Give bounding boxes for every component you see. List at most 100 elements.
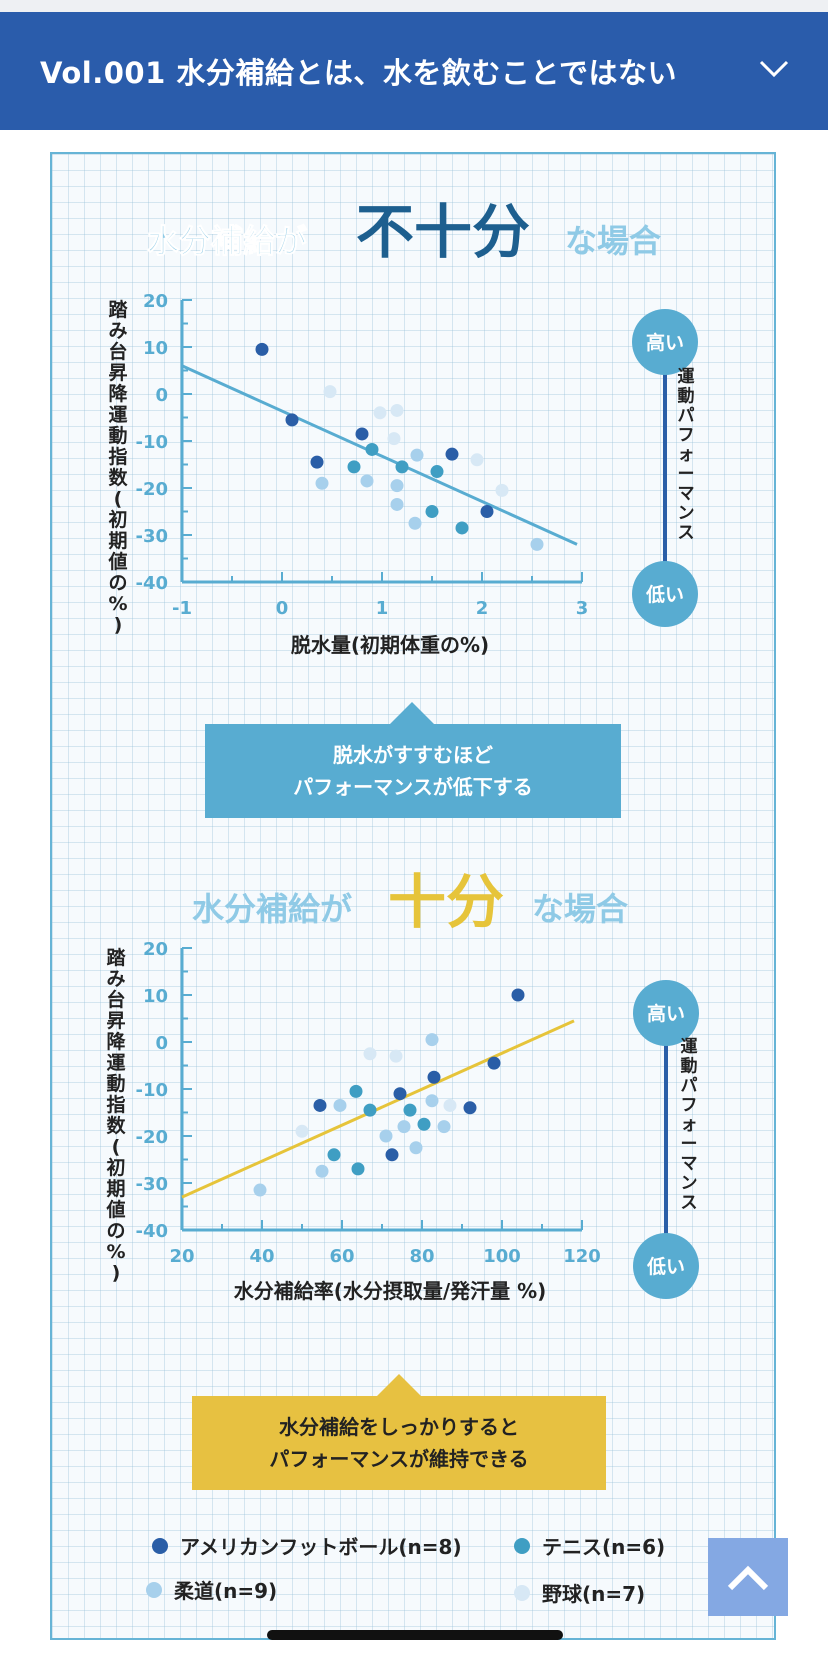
data-point	[430, 465, 444, 479]
x-tick-label: 2	[476, 598, 489, 619]
x-tick-label: 3	[576, 598, 589, 619]
data-point	[480, 505, 494, 518]
data-point	[463, 1101, 477, 1115]
data-point	[347, 460, 361, 474]
scroll-to-top-button[interactable]	[708, 1538, 788, 1616]
data-point	[379, 1129, 393, 1143]
data-point	[323, 385, 337, 399]
scale-low-label: 低い	[645, 583, 684, 606]
data-point	[425, 1094, 439, 1108]
section-title-post: な場合	[532, 890, 628, 928]
y-axis-label: 踏み台昇降運動指数(初期値の%)	[107, 299, 128, 636]
y-tick-label: 0	[155, 1033, 168, 1054]
y-tick-label: -40	[135, 573, 168, 594]
data-point	[363, 1047, 377, 1061]
data-point	[373, 406, 387, 420]
y-tick-label: -10	[135, 432, 168, 453]
scale-high-badge	[633, 980, 699, 1046]
legend-item: 柔道(n=9)	[146, 1575, 277, 1604]
home-indicator	[267, 1630, 563, 1640]
x-tick-label: 1	[376, 598, 389, 619]
data-point	[437, 1120, 451, 1134]
data-point	[295, 1124, 309, 1138]
scale-high-badge	[632, 309, 698, 375]
scale-low-badge	[633, 1233, 699, 1299]
legend-dot	[152, 1537, 168, 1554]
section-title-pre: 水分補給が	[192, 890, 352, 928]
data-point	[310, 455, 324, 469]
scale-high-label: 高い	[647, 1002, 685, 1025]
data-point	[315, 476, 329, 490]
y-tick-label: -10	[135, 1080, 168, 1101]
data-point	[360, 474, 374, 488]
page-title: Vol.001 水分補給とは、水を飲むことではない	[40, 56, 677, 90]
chevron-down-icon[interactable]	[758, 52, 790, 84]
data-point	[387, 432, 401, 446]
y-tick-label: -20	[135, 1127, 168, 1148]
x-axis-label: 水分補給率(水分摂取量/発汗量 %)	[234, 1279, 547, 1303]
scale-low-badge	[632, 561, 698, 627]
data-point	[390, 497, 404, 511]
data-point	[255, 342, 269, 356]
legend-item: テニス(n=6)	[514, 1531, 665, 1560]
callout-line: パフォーマンスが低下する	[293, 775, 533, 799]
data-point	[425, 505, 439, 518]
conclusion-callout: 脱水がすすむほど パフォーマンスが低下する	[205, 702, 621, 818]
data-point	[253, 1183, 267, 1197]
page-header[interactable]: Vol.001 水分補給とは、水を飲むことではない	[0, 12, 828, 130]
x-tick-label: 120	[563, 1246, 601, 1267]
chevron-up-icon	[727, 1565, 769, 1591]
y-tick-label: 20	[143, 291, 168, 312]
data-point	[395, 460, 409, 474]
x-axis-label: 脱水量(初期体重の%)	[291, 633, 489, 657]
data-point	[417, 1117, 431, 1131]
data-point	[443, 1098, 457, 1112]
data-point	[365, 442, 379, 456]
data-point	[445, 447, 459, 461]
callout-line: 水分補給をしっかりすると	[279, 1415, 519, 1439]
data-point	[390, 479, 404, 493]
trend-line	[181, 364, 578, 546]
section-title-emph: 不十分	[356, 198, 530, 266]
data-point	[363, 1103, 377, 1117]
data-point	[315, 1164, 329, 1178]
data-point	[511, 988, 525, 1002]
data-point	[427, 1070, 441, 1084]
section-title-pre: 水分補給が	[147, 222, 307, 260]
x-tick-label: -1	[172, 598, 192, 619]
y-tick-label: 0	[155, 385, 168, 406]
data-point	[409, 1141, 423, 1155]
legend-item: アメリカンフットボール(n=8)	[152, 1531, 462, 1560]
data-point	[285, 413, 299, 427]
legend-dot	[146, 1581, 162, 1598]
data-point	[389, 1049, 403, 1063]
y-tick-label: 20	[143, 939, 168, 960]
data-point	[327, 1148, 341, 1162]
data-point	[390, 403, 404, 417]
data-point	[355, 427, 369, 441]
y-axis-label: 踏み台昇降運動指数(初期値の%)	[105, 947, 126, 1284]
callout-line: パフォーマンスが維持できる	[269, 1447, 529, 1471]
y-tick-label: 10	[143, 338, 168, 359]
section-title-post: な場合	[565, 222, 661, 260]
legend-dot	[514, 1584, 530, 1601]
section-title-emph: 十分	[388, 868, 504, 936]
x-tick-label: 40	[249, 1246, 274, 1267]
y-tick-label: -40	[135, 1221, 168, 1242]
data-point	[385, 1148, 399, 1162]
y-tick-label: -30	[135, 526, 168, 547]
data-point	[313, 1098, 327, 1112]
data-point	[410, 448, 424, 462]
data-point	[408, 516, 422, 530]
data-point	[487, 1056, 501, 1070]
status-bar	[0, 0, 828, 12]
callout-line: 脱水がすすむほど	[333, 743, 493, 767]
x-tick-label: 60	[329, 1246, 354, 1267]
data-point	[333, 1098, 347, 1112]
data-point	[455, 521, 469, 535]
trend-line	[181, 1019, 575, 1199]
